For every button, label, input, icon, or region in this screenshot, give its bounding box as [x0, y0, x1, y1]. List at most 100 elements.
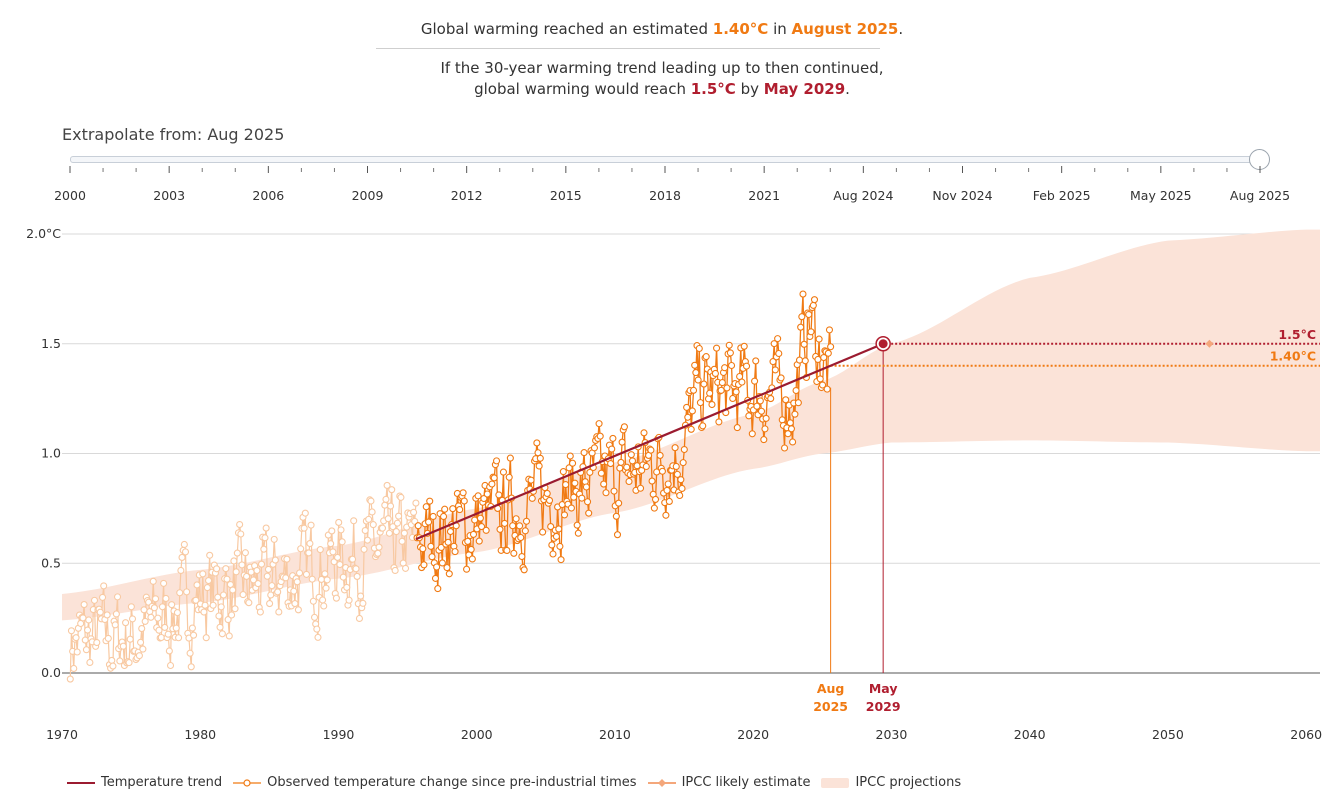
- observed-point: [672, 462, 680, 471]
- observed-point: [762, 414, 770, 422]
- observed-point: [476, 514, 484, 522]
- observed-point: [496, 525, 504, 533]
- observed-point: [708, 400, 716, 409]
- observed-point: [726, 349, 734, 357]
- observed-point: [449, 505, 457, 513]
- observed-point: [334, 553, 342, 561]
- observed-point: [104, 634, 112, 642]
- observed-point: [160, 579, 168, 587]
- observed-point: [756, 397, 764, 405]
- observed-point: [245, 599, 253, 607]
- observed-point: [314, 633, 322, 641]
- observed-point: [771, 366, 779, 374]
- observed-point: [820, 353, 828, 362]
- observed-point: [350, 517, 358, 525]
- observed-point: [149, 577, 157, 585]
- observed-point: [172, 624, 180, 632]
- observed-point: [103, 611, 111, 619]
- observed-point: [625, 477, 633, 486]
- observed-point: [275, 608, 283, 616]
- observed-point: [353, 572, 361, 580]
- observed-point: [725, 341, 733, 349]
- ipcc-likely-marker: [1205, 339, 1214, 348]
- observed-point: [323, 576, 331, 584]
- observed-point: [695, 344, 703, 353]
- observed-point: [139, 645, 147, 653]
- observed-point: [664, 480, 672, 488]
- observed-point: [300, 524, 308, 532]
- observed-point: [702, 353, 710, 361]
- observed-point: [628, 457, 637, 465]
- observed-point: [264, 565, 272, 573]
- observed-point: [192, 596, 200, 604]
- observed-point: [238, 561, 246, 569]
- observed-point: [815, 335, 823, 343]
- observed-point: [677, 476, 685, 484]
- observed-point: [607, 460, 615, 468]
- slider-label: Extrapolate from: Aug 2025: [62, 125, 285, 144]
- observed-point: [155, 626, 163, 634]
- observed-point: [441, 505, 449, 513]
- observed-point: [295, 569, 304, 577]
- observed-point: [328, 527, 336, 535]
- observed-point: [382, 495, 390, 503]
- observed-point: [86, 658, 94, 667]
- observed-point: [178, 553, 186, 561]
- observed-point: [798, 313, 806, 321]
- observed-point: [510, 549, 518, 557]
- observed-point: [355, 614, 364, 623]
- legend-item-ipcc-projections[interactable]: IPCC projections: [820, 775, 961, 790]
- observed-point: [73, 648, 81, 656]
- observed-point: [306, 539, 314, 548]
- observed-point: [549, 550, 557, 558]
- observed-point: [680, 445, 688, 454]
- observed-point: [602, 489, 610, 497]
- legend-item-observed[interactable]: Observed temperature change since pre-in…: [232, 775, 637, 790]
- observed-point: [96, 608, 104, 616]
- observed-point: [483, 490, 491, 498]
- observed-point: [383, 481, 391, 489]
- observed-point: [583, 498, 592, 506]
- observed-point: [565, 464, 573, 472]
- observed-point: [694, 376, 702, 384]
- observed-point: [585, 509, 593, 517]
- x-tick-label: 2060: [1290, 727, 1322, 742]
- observed-point: [517, 533, 525, 542]
- reference-line-label: 1.40°C: [1270, 349, 1316, 364]
- x-tick-label: 2030: [876, 727, 908, 742]
- observed-point: [301, 509, 309, 517]
- observed-point: [786, 419, 794, 427]
- ipcc-likely-icon: [647, 778, 676, 787]
- observed-point: [777, 374, 785, 382]
- observed-point: [201, 601, 209, 609]
- observed-point: [715, 418, 723, 426]
- observed-point: [782, 396, 790, 404]
- observed-point: [623, 463, 631, 471]
- observed-point: [456, 506, 464, 514]
- slider-tick-label: May 2025: [1130, 188, 1192, 203]
- x-tick-label: 2000: [461, 727, 493, 742]
- observed-point: [175, 634, 183, 642]
- observed-point: [84, 626, 92, 634]
- observed-point: [99, 593, 107, 601]
- observed-point: [699, 422, 707, 430]
- observed-point: [468, 555, 476, 563]
- observed-point: [82, 646, 90, 654]
- legend-item-trend[interactable]: Temperature trend: [66, 775, 222, 790]
- slider-tick-label: 2000: [54, 188, 86, 203]
- observed-point: [140, 606, 148, 614]
- observed-point: [72, 634, 80, 642]
- observed-point: [488, 480, 496, 488]
- observed-point: [711, 369, 719, 378]
- observed-point: [70, 664, 78, 673]
- observed-point: [752, 357, 760, 365]
- observed-point: [100, 582, 108, 590]
- observed-point: [721, 364, 729, 372]
- observed-point: [321, 570, 329, 578]
- observed-point: [673, 470, 681, 478]
- observed-point: [262, 524, 270, 532]
- observed-point: [609, 434, 617, 442]
- observed-point: [200, 608, 208, 616]
- legend-item-ipcc-likely[interactable]: IPCC likely estimate: [647, 775, 810, 790]
- headline-value: 1.40°C: [712, 20, 769, 38]
